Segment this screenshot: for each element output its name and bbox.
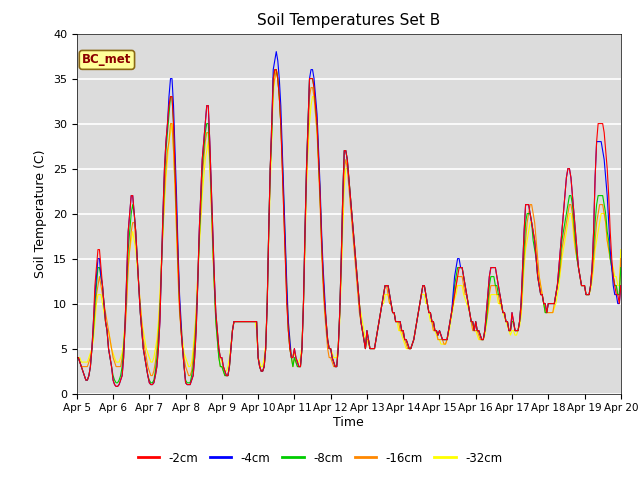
-4cm (88, 346, 96, 351)
-32cm (88, 346, 96, 351)
-16cm (147, 372, 155, 378)
-8cm (416, 300, 424, 306)
Legend: -2cm, -4cm, -8cm, -16cm, -32cm: -2cm, -4cm, -8cm, -16cm, -32cm (133, 447, 507, 469)
-4cm (416, 300, 424, 306)
-32cm (554, 292, 561, 298)
-2cm (88, 346, 96, 351)
-8cm (112, 380, 120, 386)
-4cm (386, 292, 394, 298)
-32cm (416, 300, 424, 306)
Line: -8cm: -8cm (77, 70, 621, 383)
-16cm (617, 256, 625, 262)
-4cm (404, 341, 412, 347)
-4cm (176, 292, 184, 298)
-4cm (73, 355, 81, 360)
-32cm (273, 67, 280, 72)
-32cm (174, 264, 182, 270)
-2cm (176, 300, 184, 306)
Line: -32cm: -32cm (77, 70, 621, 371)
-16cm (73, 355, 81, 360)
-16cm (386, 300, 394, 306)
-16cm (88, 346, 96, 351)
-8cm (176, 300, 184, 306)
Y-axis label: Soil Temperature (C): Soil Temperature (C) (35, 149, 47, 278)
-2cm (416, 300, 424, 306)
-32cm (221, 368, 228, 374)
Line: -2cm: -2cm (77, 70, 621, 386)
-4cm (617, 283, 625, 288)
-32cm (404, 346, 412, 351)
-32cm (73, 355, 81, 360)
X-axis label: Time: Time (333, 416, 364, 429)
-32cm (386, 300, 394, 306)
Line: -4cm: -4cm (77, 51, 621, 386)
-2cm (386, 292, 394, 298)
-16cm (176, 310, 184, 315)
-16cm (273, 67, 280, 72)
-4cm (273, 48, 280, 54)
Title: Soil Temperatures Set B: Soil Temperatures Set B (257, 13, 440, 28)
-16cm (416, 300, 424, 306)
-2cm (554, 283, 561, 288)
-4cm (554, 283, 561, 288)
-2cm (404, 341, 412, 347)
Text: BC_met: BC_met (82, 53, 132, 66)
Line: -16cm: -16cm (77, 70, 621, 375)
-8cm (554, 283, 561, 288)
-2cm (73, 355, 81, 360)
-16cm (404, 346, 412, 351)
-2cm (271, 67, 278, 72)
-2cm (112, 384, 120, 389)
-32cm (617, 247, 625, 252)
-8cm (73, 355, 81, 360)
-8cm (404, 341, 412, 347)
-8cm (271, 67, 278, 72)
-4cm (112, 384, 120, 389)
-8cm (386, 292, 394, 298)
-2cm (617, 283, 625, 288)
-8cm (617, 264, 625, 270)
-8cm (88, 346, 96, 351)
-16cm (554, 283, 561, 288)
